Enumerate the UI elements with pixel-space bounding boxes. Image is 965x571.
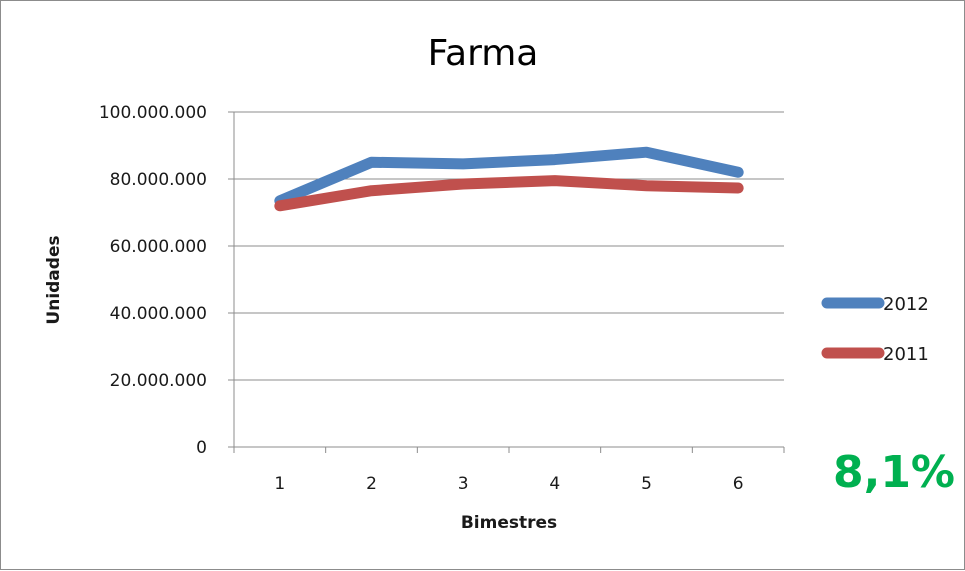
series-line-2012 [274,146,744,207]
y-tick-label: 20.000.000 [110,371,207,391]
x-axis: 1 2 3 4 5 6 [233,446,785,494]
y-tick-label: 80.000.000 [110,170,207,190]
series-line-2011 [274,175,744,212]
x-tick-label: 3 [458,474,469,494]
x-tick-label: 1 [274,474,285,494]
legend: 2012 2011 [821,294,929,365]
y-tick-label: 0 [196,438,207,458]
y-tick-label: 40.000.000 [110,304,207,324]
y-axis: 0 20.000.000 40.000.000 60.000.000 80.000.00… [99,103,235,458]
x-tick-label: 5 [641,474,652,494]
legend-label-2012: 2012 [883,294,929,315]
x-axis-title: Bimestres [461,513,557,533]
chart-title: Farma [428,33,539,74]
x-tick-label: 6 [733,474,744,494]
y-tick-label: 60.000.000 [110,237,207,257]
y-axis-title: Unidades [44,235,64,324]
series-lines [274,146,744,212]
x-tick-label: 4 [549,474,560,494]
growth-annotation: 8,1% [833,447,955,498]
legend-label-2011: 2011 [883,344,929,365]
y-tick-label: 100.000.000 [99,103,207,123]
gridlines [234,111,784,381]
x-tick-label: 2 [366,474,377,494]
